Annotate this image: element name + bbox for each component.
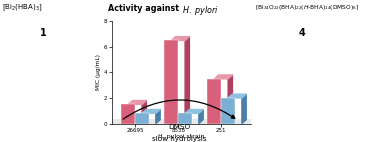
Text: Activity against: Activity against [108, 4, 182, 13]
Polygon shape [199, 109, 203, 124]
Bar [135, 113, 149, 124]
Polygon shape [228, 94, 246, 98]
Text: slow hydrolysis: slow hydrolysis [152, 136, 207, 142]
Polygon shape [128, 101, 146, 104]
Polygon shape [214, 75, 232, 79]
Text: $\it{H.\ pylori}$: $\it{H.\ pylori}$ [182, 4, 219, 17]
Text: 4: 4 [299, 28, 306, 38]
Text: [Bi$_{34}$O$_{22}$(BHA)$_{22}$($H$-BHA)$_{14}$(DMSO)$_6$]: [Bi$_{34}$O$_{22}$(BHA)$_{22}$($H$-BHA)$… [255, 3, 359, 12]
X-axis label: H. pylori strain: H. pylori strain [158, 134, 204, 139]
Polygon shape [156, 109, 160, 124]
Y-axis label: MIC (μg/mL): MIC (μg/mL) [96, 54, 101, 90]
Polygon shape [228, 75, 232, 124]
Bar [178, 113, 192, 124]
FancyArrowPatch shape [123, 100, 235, 119]
Polygon shape [142, 109, 160, 113]
Bar [208, 79, 221, 124]
Bar [221, 98, 235, 124]
Polygon shape [109, 120, 256, 124]
Bar [164, 40, 178, 124]
Bar [121, 104, 135, 124]
Text: 1: 1 [40, 28, 47, 38]
Polygon shape [185, 37, 189, 124]
Polygon shape [142, 101, 146, 124]
Text: [Bi$_2$(HBA)$_3$]: [Bi$_2$(HBA)$_3$] [2, 3, 43, 13]
Text: DMSO: DMSO [169, 124, 191, 130]
Polygon shape [185, 109, 203, 113]
Polygon shape [171, 37, 189, 40]
Polygon shape [242, 94, 246, 124]
